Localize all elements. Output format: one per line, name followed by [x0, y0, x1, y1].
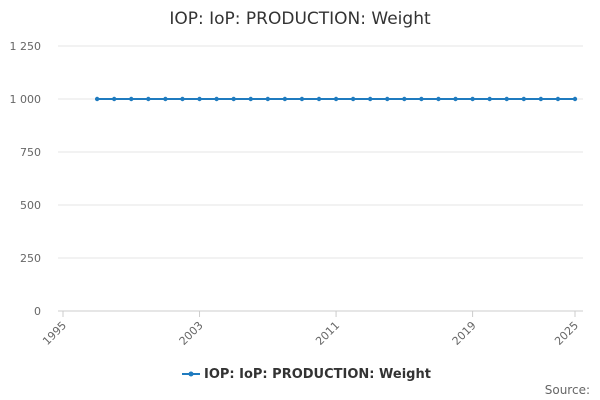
y-tick-label: 1 250: [10, 40, 42, 53]
data-point[interactable]: [214, 96, 219, 102]
y-axis: 0 250 500 750 1 000 1 250: [10, 40, 42, 318]
data-point[interactable]: [282, 96, 288, 102]
data-point[interactable]: [265, 96, 270, 102]
data-point[interactable]: [419, 96, 424, 102]
data-point[interactable]: [94, 96, 100, 102]
x-tick-label: 2025: [552, 319, 581, 348]
data-point[interactable]: [368, 96, 373, 102]
data-point[interactable]: [231, 96, 236, 102]
series-layer: [94, 96, 578, 102]
x-tick-label: 2011: [313, 319, 342, 348]
data-point[interactable]: [487, 96, 492, 102]
data-point[interactable]: [470, 96, 475, 102]
chart-title: IOP: IoP: PRODUCTION: Weight: [169, 9, 431, 29]
y-tick-label: 0: [34, 305, 41, 318]
y-tick-label: 1 000: [10, 93, 42, 106]
data-point[interactable]: [316, 96, 322, 102]
data-point[interactable]: [129, 96, 134, 102]
data-point[interactable]: [521, 96, 526, 102]
data-point[interactable]: [112, 96, 117, 102]
data-point[interactable]: [555, 96, 561, 102]
data-point[interactable]: [248, 96, 253, 102]
data-point[interactable]: [385, 96, 390, 102]
data-point[interactable]: [572, 96, 578, 102]
legend[interactable]: IOP: IoP: PRODUCTION: Weight: [182, 367, 431, 382]
data-point[interactable]: [504, 96, 509, 102]
x-axis: 1995 2003 2011 2019 2025: [40, 311, 581, 348]
data-point[interactable]: [538, 96, 544, 102]
data-point[interactable]: [146, 96, 151, 102]
x-tick-label: 1995: [40, 319, 69, 348]
data-point[interactable]: [333, 96, 339, 102]
y-tick-label: 250: [20, 252, 41, 265]
legend-label: IOP: IoP: PRODUCTION: Weight: [204, 367, 431, 382]
y-tick-label: 500: [20, 199, 41, 212]
data-point[interactable]: [163, 96, 168, 102]
data-point[interactable]: [436, 96, 441, 102]
source-label[interactable]: Source:: [545, 383, 590, 397]
legend-swatch-marker: [188, 371, 194, 377]
x-tick-label: 2003: [177, 319, 206, 348]
grid: [58, 45, 583, 259]
data-point[interactable]: [197, 96, 202, 102]
data-point[interactable]: [350, 96, 356, 102]
x-tick-label: 2019: [450, 319, 479, 348]
data-point[interactable]: [402, 96, 407, 102]
y-tick-label: 750: [20, 146, 41, 159]
data-point[interactable]: [299, 96, 305, 102]
data-point[interactable]: [453, 96, 458, 102]
data-point[interactable]: [180, 96, 185, 102]
